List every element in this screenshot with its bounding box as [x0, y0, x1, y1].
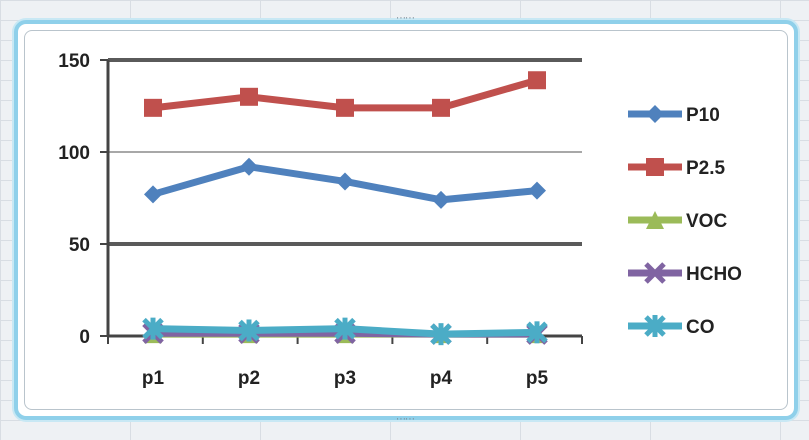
- x-tick-label-p2: p2: [238, 368, 260, 389]
- data-point-co: [334, 317, 356, 340]
- data-point-co: [238, 319, 260, 342]
- data-point-p2-5: [432, 98, 450, 117]
- legend-label-hcho: HCHO: [686, 264, 742, 285]
- data-point-co: [526, 321, 548, 344]
- y-tick-label: 150: [58, 51, 90, 72]
- legend-marker-hcho-stroke: [644, 262, 666, 284]
- data-point-p2-5: [144, 98, 162, 117]
- gridlines: [108, 58, 582, 246]
- legend-marker-co: [644, 315, 666, 337]
- data-point-p10: [336, 172, 354, 191]
- data-point-p2-5: [336, 98, 354, 117]
- data-point-p10: [528, 181, 546, 200]
- legend-label-p2-5: P2.5: [686, 158, 726, 179]
- legend-label-co: CO: [686, 317, 715, 338]
- legend-marker-p10: [646, 105, 664, 123]
- legend-label-p10: P10: [686, 105, 720, 126]
- legend-marker-hcho: [644, 262, 666, 284]
- resize-handle-bottom[interactable]: ⋯⋯: [396, 414, 415, 425]
- data-point-p10: [144, 185, 162, 204]
- data-point-p2-5: [240, 87, 258, 106]
- legend-marker-p2-5: [646, 158, 664, 176]
- x-tick-label-p3: p3: [334, 368, 356, 389]
- series-lines: [142, 71, 548, 346]
- legend-marker-voc: [646, 211, 664, 229]
- y-tick-label: 0: [79, 327, 90, 348]
- data-point-co: [430, 323, 452, 346]
- x-tick-label-p1: p1: [142, 368, 165, 389]
- legend-label-voc: VOC: [686, 211, 727, 232]
- data-point-p10: [432, 190, 450, 209]
- y-tick-label: 100: [58, 143, 90, 164]
- data-point-p2-5: [528, 71, 546, 90]
- data-point-p10: [240, 157, 258, 176]
- x-tick-label-p5: p5: [526, 368, 549, 389]
- data-point-co: [142, 317, 164, 340]
- chart-area-border: [24, 30, 788, 410]
- x-tick-label-p4: p4: [430, 368, 453, 389]
- legend: P10 P2.5 VOC HCHO CO: [628, 105, 742, 338]
- y-tick-label: 50: [69, 235, 90, 256]
- resize-handle-top[interactable]: ⋯⋯: [396, 13, 415, 24]
